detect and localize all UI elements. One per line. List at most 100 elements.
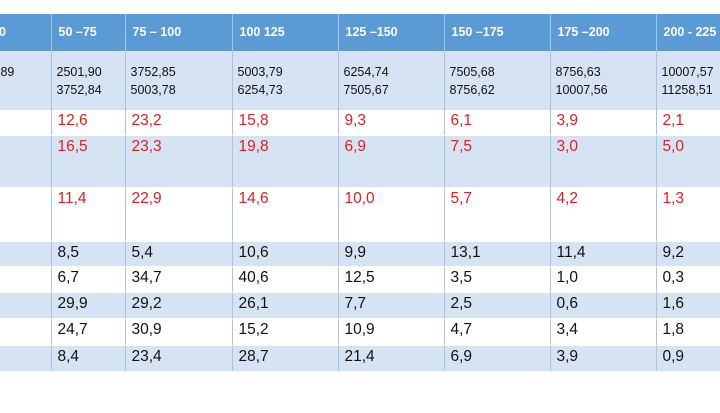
cell-value: 10,9 — [344, 320, 375, 338]
header-label: 0 — [0, 25, 6, 39]
cell-value: 23,3 — [131, 137, 162, 155]
table-cell: 24,7 — [50, 318, 125, 346]
cell-value: 24,7 — [57, 320, 88, 338]
cell-value: 8,5 — [57, 243, 80, 261]
header-cell: 150 –175 — [443, 14, 550, 51]
cell-value: 3,0 — [556, 137, 579, 155]
cell-value: 1,6 — [662, 294, 685, 312]
cell-value: 11,4 — [57, 189, 87, 207]
table-cell — [0, 241, 51, 267]
table-cell: 2,1 — [655, 110, 720, 136]
cell-value: 9,3 — [344, 112, 367, 129]
cell-value: 2,5 — [450, 294, 473, 312]
range-cell: 3752,85 5003,78 — [124, 51, 232, 110]
table-cell: 15,2 — [231, 318, 338, 346]
table-cell: 19,8 — [231, 135, 338, 188]
cell-value: 23,2 — [131, 112, 162, 129]
header-cell: 50 –75 — [50, 14, 125, 51]
cell-value: 19,8 — [238, 137, 269, 155]
cell-value: 0,6 — [556, 294, 579, 312]
cell-value: 6,9 — [344, 137, 367, 155]
table-cell: 7,5 — [443, 135, 550, 188]
table-cell: 40,6 — [231, 266, 338, 293]
table-cell: 15,8 — [231, 110, 338, 136]
table-row: 6,7 34,7 40,6 12,5 3,5 1,0 0,3 — [0, 266, 720, 293]
header-label: 125 –150 — [345, 25, 398, 39]
table-cell: 3,9 — [549, 345, 656, 372]
cell-value: 26,1 — [238, 294, 269, 312]
table-row: 29,9 29,2 26,1 7,7 2,5 0,6 1,6 — [0, 292, 720, 319]
header-label: 175 –200 — [557, 25, 610, 39]
cell-value: 15,2 — [238, 320, 269, 338]
table-cell: 12,5 — [337, 266, 444, 293]
table-cell: 0,3 — [655, 266, 720, 293]
cell-value: 14,6 — [238, 189, 269, 207]
cell-value: 8,4 — [57, 347, 80, 365]
table-cell: 11,4 — [50, 187, 125, 242]
table-cell: 9,2 — [655, 241, 720, 267]
table-cell — [0, 187, 51, 242]
cell-value: 13,1 — [450, 243, 481, 261]
range-cell: 5003,79 6254,73 — [231, 51, 338, 110]
table-cell: 6,1 — [443, 110, 550, 136]
table-cell: 4,7 — [443, 318, 550, 346]
range-cell: 6254,74 7505,67 — [337, 51, 444, 110]
cell-value: 1,8 — [662, 320, 685, 338]
table-cell: 28,7 — [231, 345, 338, 372]
table-cell: 6,9 — [337, 135, 444, 188]
cell-value: 22,9 — [131, 189, 162, 207]
data-table: 0 50 –75 75 – 100 100 125 125 –150 150 –175 17… — [0, 14, 720, 372]
cell-value: 10,0 — [344, 189, 375, 207]
cell-value: 12,6 — [57, 112, 88, 129]
header-cell: 125 –150 — [337, 14, 444, 51]
cell-value: 23,4 — [131, 347, 162, 365]
table-cell: 23,2 — [124, 110, 232, 136]
range-top: 6254,74 — [343, 65, 389, 79]
table-cell: 4,2 — [549, 187, 656, 242]
table-cell: 10,9 — [337, 318, 444, 346]
table-cell: 3,4 — [549, 318, 656, 346]
range-bottom: 6254,73 — [237, 83, 283, 97]
table-cell: 5,4 — [124, 241, 232, 267]
header-cell: 175 –200 — [549, 14, 656, 51]
table-cell: 11,4 — [549, 241, 656, 267]
cell-value: 3,9 — [556, 112, 579, 129]
table-cell: 8,5 — [50, 241, 125, 267]
cell-value: 1,3 — [662, 189, 685, 207]
cell-value: 0,9 — [662, 347, 685, 365]
cell-value: 4,2 — [556, 189, 579, 207]
table-row: 16,5 23,3 19,8 6,9 7,5 3,0 5,0 — [0, 135, 720, 188]
table-row: 24,7 30,9 15,2 10,9 4,7 3,4 1,8 — [0, 318, 720, 346]
range-cell: 8756,63 10007,56 — [549, 51, 656, 110]
table-cell: 34,7 — [124, 266, 232, 293]
range-cell: 7505,68 8756,62 — [443, 51, 550, 110]
table-row: 8,4 23,4 28,7 21,4 6,9 3,9 0,9 — [0, 345, 720, 372]
table-row: 8,5 5,4 10,6 9,9 13,1 11,4 9,2 — [0, 241, 720, 267]
cell-value: 40,6 — [238, 268, 269, 286]
cell-value: 28,7 — [238, 347, 269, 365]
table-cell: 30,9 — [124, 318, 232, 346]
table-row: 11,4 22,9 14,6 10,0 5,7 4,2 1,3 — [0, 187, 720, 242]
table-cell: 1,3 — [655, 187, 720, 242]
range-cell: ,89 — [0, 51, 51, 110]
cell-value: 6,7 — [57, 268, 80, 286]
cell-value: 16,5 — [57, 137, 88, 155]
header-cell: 75 – 100 — [124, 14, 232, 51]
cell-value: 6,1 — [450, 112, 473, 129]
cell-value: 30,9 — [131, 320, 162, 338]
header-label: 75 – 100 — [132, 25, 182, 39]
header-cell: 200 - 225 — [655, 14, 720, 51]
cell-value: 12,5 — [344, 268, 375, 286]
table-row: 12,6 23,2 15,8 9,3 6,1 3,9 2,1 — [0, 110, 720, 136]
cell-value: 7,7 — [344, 294, 367, 312]
cell-value: 5,0 — [662, 137, 685, 155]
cell-value: 3,4 — [556, 320, 579, 338]
range-top: 8756,63 — [555, 65, 601, 79]
table-cell — [0, 266, 51, 293]
range-cell: 10007,57 11258,51 — [655, 51, 720, 110]
range-bottom: 5003,78 — [130, 83, 176, 97]
table-cell — [0, 110, 51, 136]
range-top: 10007,57 — [661, 65, 714, 79]
table-cell: 8,4 — [50, 345, 125, 372]
cell-value: 4,7 — [450, 320, 473, 338]
